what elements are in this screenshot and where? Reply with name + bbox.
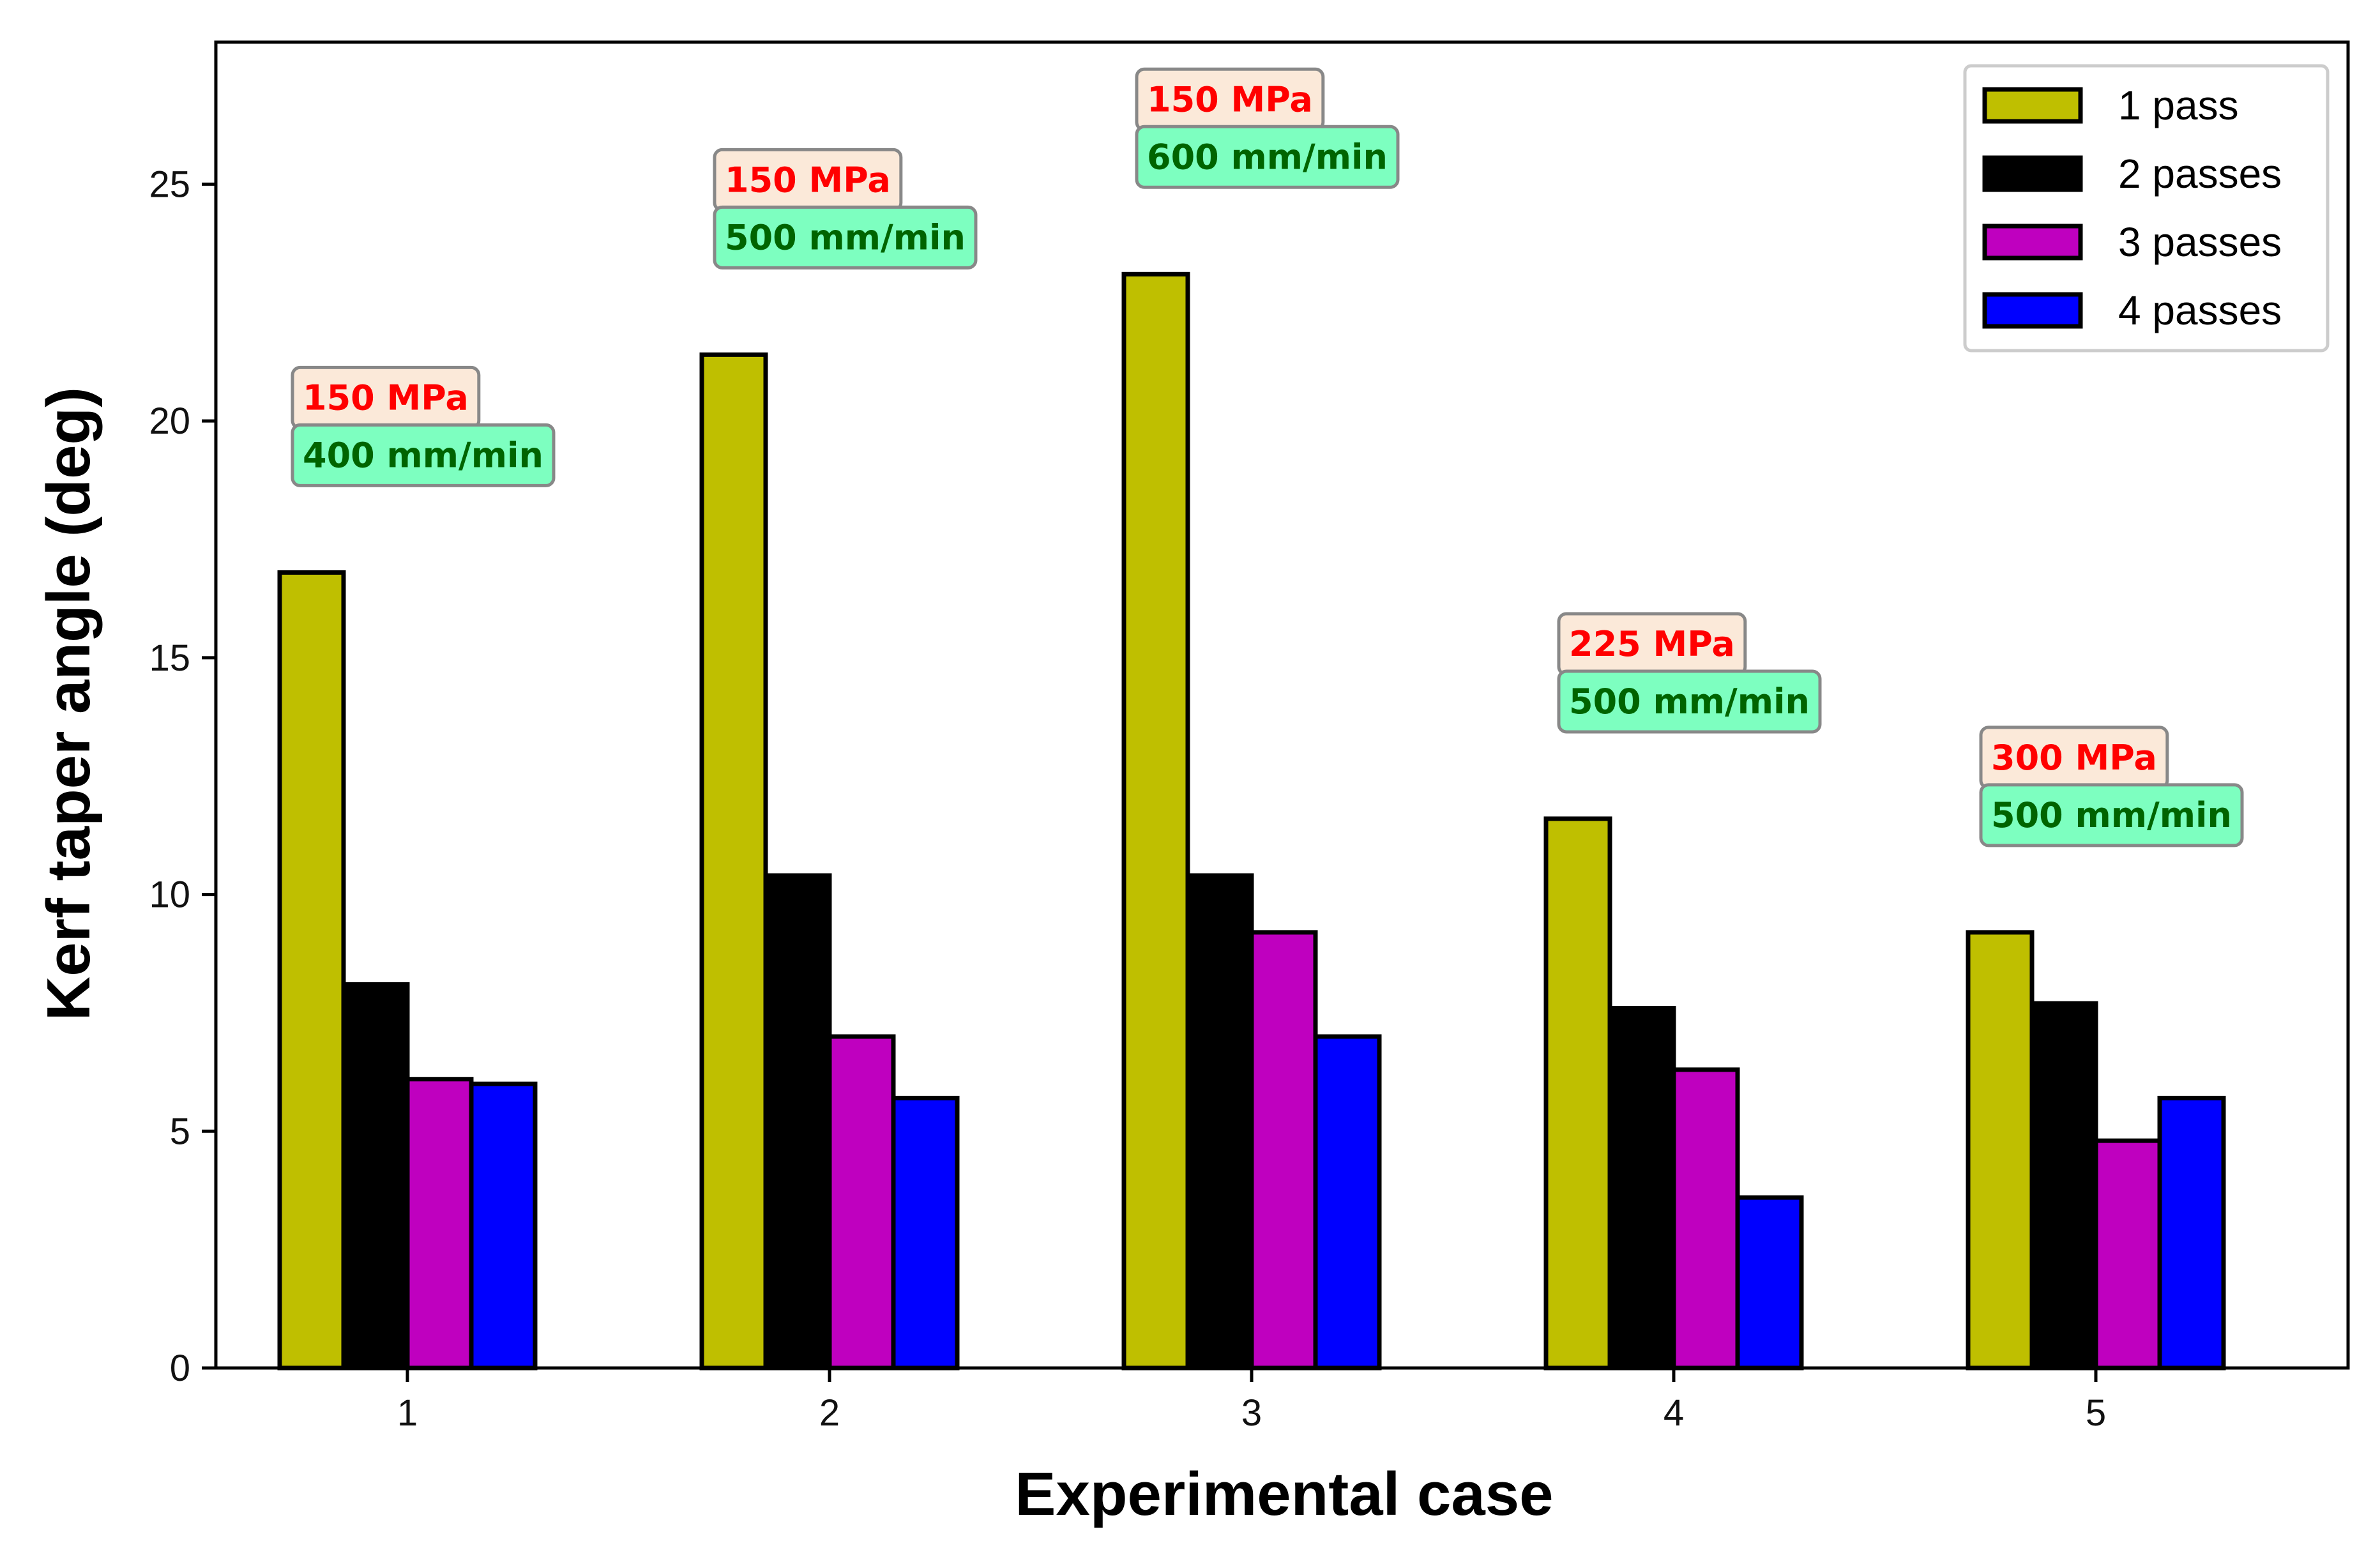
bar-2-passes-case-4 xyxy=(1607,1006,1676,1371)
legend-label-2-passes: 2 passes xyxy=(2118,151,2282,197)
legend-swatch-1-pass xyxy=(1982,87,2083,124)
y-tick-label: 10 xyxy=(149,874,190,916)
annotation-case-2: 150 MPa 500 mm/min xyxy=(713,148,978,270)
legend-swatch-3-passes xyxy=(1982,224,2083,261)
bar-3-passes-case-1 xyxy=(405,1077,474,1371)
bar-4-passes-case-5 xyxy=(2157,1095,2226,1371)
x-tick-label: 3 xyxy=(1241,1392,1262,1434)
legend-label-1-pass: 1 pass xyxy=(2118,82,2239,128)
bar-1-pass-case-3 xyxy=(1121,271,1190,1371)
bar-1-pass-case-1 xyxy=(277,570,346,1371)
bar-2-passes-case-5 xyxy=(2029,1001,2098,1371)
annotation-speed-box xyxy=(1557,669,1822,734)
legend-swatch-2-passes xyxy=(1982,155,2083,192)
bar-2-passes-case-2 xyxy=(763,873,832,1371)
series-2-passes xyxy=(341,873,2098,1371)
annotation-speed: 500 mm/min xyxy=(1569,681,1810,722)
annotation-speed: 400 mm/min xyxy=(303,435,543,475)
y-tick-label: 20 xyxy=(149,400,190,442)
legend-swatch-4-passes xyxy=(1982,292,2083,329)
annotation-speed: 600 mm/min xyxy=(1147,137,1388,177)
bar-3-passes-case-2 xyxy=(827,1034,896,1371)
x-tick-label: 2 xyxy=(819,1392,840,1434)
bar-1-pass-case-5 xyxy=(1966,930,2035,1371)
bar-3-passes-case-3 xyxy=(1249,930,1318,1371)
bar-1-pass-case-4 xyxy=(1543,816,1612,1371)
bar-4-passes-case-2 xyxy=(891,1095,960,1371)
annotation-pressure: 150 MPa xyxy=(1147,79,1313,119)
y-tick-label: 0 xyxy=(170,1348,190,1389)
annotation-speed-box xyxy=(1135,125,1400,189)
bar-3-passes-case-5 xyxy=(2093,1138,2162,1371)
bars-layer xyxy=(277,271,2226,1371)
annotation-speed: 500 mm/min xyxy=(1991,795,2232,835)
annotation-case-1: 150 MPa 400 mm/min xyxy=(291,365,556,487)
annotation-speed-box xyxy=(713,205,978,270)
bar-2-passes-case-3 xyxy=(1185,873,1254,1371)
x-tick-label: 1 xyxy=(397,1392,418,1434)
bar-1-pass-case-2 xyxy=(699,352,768,1371)
annotation-case-3: 150 MPa 600 mm/min xyxy=(1135,67,1400,189)
bar-4-passes-case-1 xyxy=(469,1081,538,1371)
legend: 1 pass 2 passes 3 passes 4 passes xyxy=(1963,64,2330,353)
annotation-case-5: 300 MPa 500 mm/min xyxy=(1979,726,2244,847)
annotation-speed-box xyxy=(1979,783,2244,847)
y-tick-label: 25 xyxy=(149,163,190,205)
legend-label-4-passes: 4 passes xyxy=(2118,287,2282,333)
x-tick-label: 5 xyxy=(2086,1392,2106,1434)
annotation-speed-box xyxy=(291,423,556,487)
annotation-case-4: 225 MPa 500 mm/min xyxy=(1557,612,1822,734)
axes-layer: 0 5 10 15 20 25 1 2 3 4 5 xyxy=(149,40,2350,1434)
y-tick-label: 15 xyxy=(149,637,190,679)
x-axis-title: Experimental case xyxy=(1015,1460,1553,1528)
annotation-pressure: 150 MPa xyxy=(303,377,469,418)
bar-3-passes-case-4 xyxy=(1671,1067,1740,1371)
bar-4-passes-case-3 xyxy=(1313,1034,1382,1371)
annotation-pressure: 300 MPa xyxy=(1991,738,2157,778)
x-tick-label: 4 xyxy=(1664,1392,1684,1434)
legend-frame xyxy=(1963,64,2330,353)
annotation-speed: 500 mm/min xyxy=(725,217,966,257)
legend-label-3-passes: 3 passes xyxy=(2118,219,2282,265)
bar-4-passes-case-4 xyxy=(1735,1195,1804,1371)
annotation-pressure: 225 MPa xyxy=(1569,624,1735,664)
annotation-pressure: 150 MPa xyxy=(725,160,891,200)
y-tick-label: 5 xyxy=(170,1111,190,1152)
series-1-pass xyxy=(277,271,2035,1371)
bar-2-passes-case-1 xyxy=(341,982,410,1371)
plot-frame xyxy=(214,40,2350,1370)
series-4-passes xyxy=(469,1034,2226,1371)
y-axis-title: Kerf taper angle (deg) xyxy=(34,387,103,1021)
